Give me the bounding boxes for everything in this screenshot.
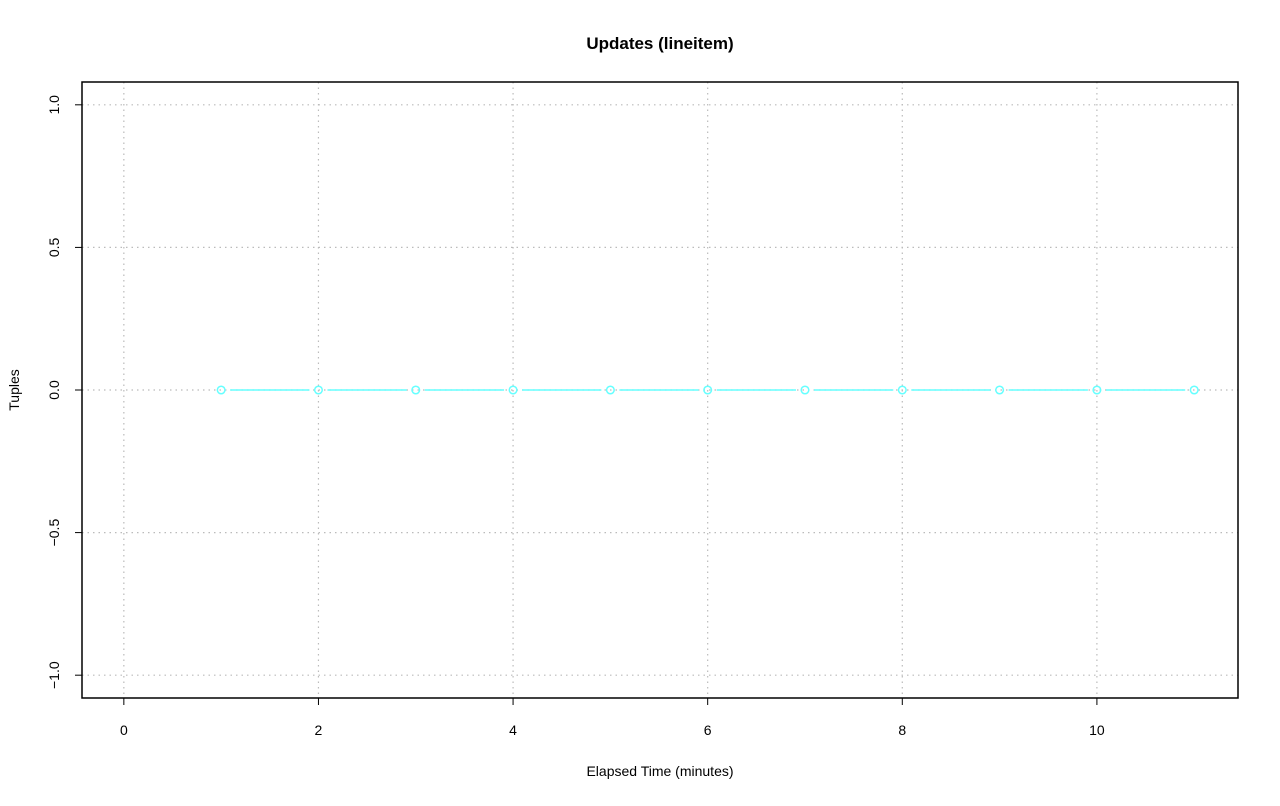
- data-point: [800, 385, 810, 395]
- x-tick-label: 4: [509, 722, 517, 738]
- y-tick-label: 1.0: [46, 95, 62, 115]
- data-point: [605, 385, 615, 395]
- x-axis-label: Elapsed Time (minutes): [586, 763, 733, 779]
- x-axis: 0 2 4 6 8 10: [120, 698, 1105, 738]
- y-tick-label: −0.5: [46, 519, 62, 547]
- y-axis: −1.0 −0.5 0.0 0.5 1.0: [46, 95, 82, 689]
- data-point: [216, 385, 226, 395]
- data-point: [1092, 385, 1102, 395]
- chart-title: Updates (lineitem): [586, 34, 733, 53]
- x-tick-label: 8: [898, 722, 906, 738]
- data-point: [411, 385, 421, 395]
- series: [216, 385, 1199, 395]
- data-point: [703, 385, 713, 395]
- y-axis-label: Tuples: [6, 369, 22, 411]
- y-tick-label: 0.5: [46, 237, 62, 257]
- data-point: [897, 385, 907, 395]
- x-tick-label: 2: [315, 722, 323, 738]
- data-point: [508, 385, 518, 395]
- data-point: [313, 385, 324, 395]
- data-point: [995, 385, 1005, 395]
- y-tick-label: −1.0: [46, 661, 62, 689]
- y-tick-label: 0.0: [46, 380, 62, 400]
- x-tick-label: 10: [1089, 722, 1105, 738]
- data-point: [1189, 385, 1199, 395]
- x-tick-label: 6: [704, 722, 712, 738]
- x-tick-label: 0: [120, 722, 128, 738]
